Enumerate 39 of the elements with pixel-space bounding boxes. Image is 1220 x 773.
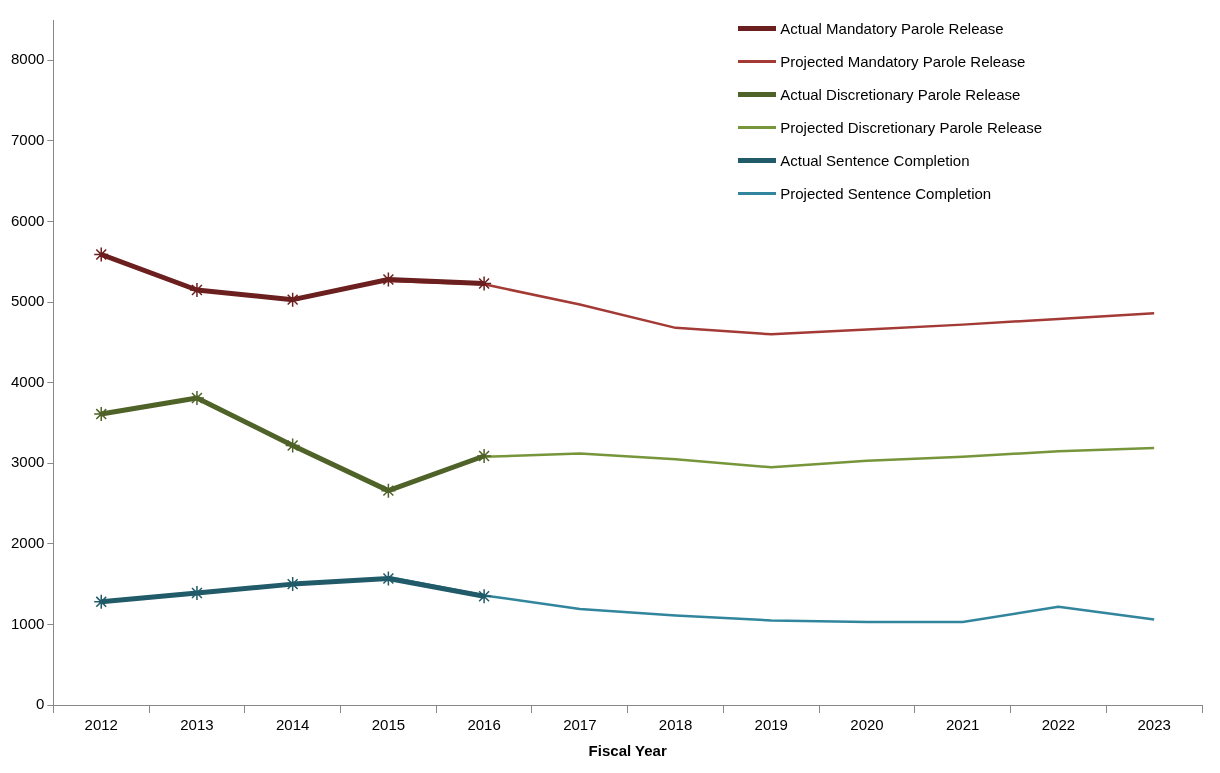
point bbox=[380, 482, 397, 499]
x-tick-label: 2018 bbox=[658, 716, 693, 734]
point bbox=[476, 275, 492, 292]
point bbox=[476, 448, 492, 464]
legend-label: Actual Mandatory Parole Release bbox=[780, 20, 1004, 37]
point bbox=[93, 594, 109, 610]
y-tick-label: 5000 bbox=[10, 292, 45, 310]
x-tick-label: 2013 bbox=[180, 716, 214, 734]
legend-label: Actual Discretionary Parole Release bbox=[780, 86, 1021, 103]
x-tick-label: 2015 bbox=[371, 716, 406, 734]
y-tick-label: 0 bbox=[36, 695, 45, 713]
y-tick-label: 8000 bbox=[10, 50, 45, 68]
y-tick-label: 7000 bbox=[10, 131, 45, 149]
point bbox=[93, 246, 109, 263]
point bbox=[189, 282, 205, 298]
point bbox=[189, 390, 205, 406]
point bbox=[189, 585, 205, 601]
legend-label: Projected Mandatory Parole Release bbox=[780, 53, 1026, 70]
legend-label: Projected Discretionary Parole Release bbox=[780, 119, 1042, 136]
y-tick-label: 3000 bbox=[10, 453, 45, 471]
point bbox=[93, 406, 109, 422]
x-tick-label: 2016 bbox=[467, 716, 501, 734]
y-tick-label: 4000 bbox=[10, 372, 45, 390]
x-axis-title: Fiscal Year bbox=[588, 742, 667, 760]
point bbox=[476, 588, 492, 604]
x-tick-label: 2019 bbox=[754, 716, 788, 734]
x-tick-label: 2022 bbox=[1041, 716, 1076, 734]
legend-label: Projected Sentence Completion bbox=[780, 185, 992, 202]
legend-label: Actual Sentence Completion bbox=[780, 152, 970, 169]
x-tick-label: 2014 bbox=[275, 716, 310, 734]
x-tick-label: 2023 bbox=[1137, 716, 1171, 734]
x-tick-label: 2012 bbox=[84, 716, 118, 734]
x-tick-label: 2020 bbox=[850, 716, 884, 734]
y-tick-label: 6000 bbox=[10, 211, 45, 229]
y-tick-label: 2000 bbox=[10, 533, 45, 551]
point bbox=[284, 437, 301, 454]
x-tick-label: 2021 bbox=[946, 716, 980, 734]
x-tick-label: 2017 bbox=[563, 716, 597, 734]
y-tick-label: 1000 bbox=[10, 614, 45, 632]
